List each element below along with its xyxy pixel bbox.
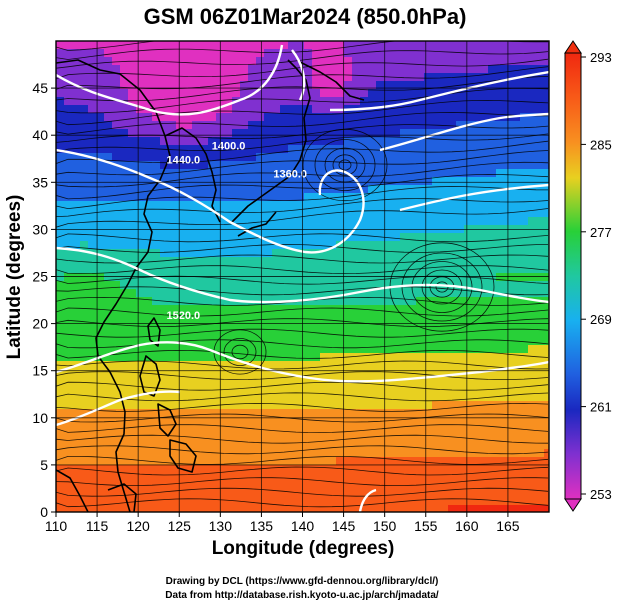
colorbar-tick-label: 261 [590,400,612,415]
map-plot-area: 1440.0 1400.0 1360.0 1520.0 [56,41,549,512]
x-tick-label: 135 [250,518,274,534]
x-tick-label: 165 [496,518,520,534]
x-tick-label: 160 [455,518,479,534]
x-tick-label: 155 [414,518,438,534]
y-tick-label: 40 [32,127,48,143]
y-tick-label: 20 [32,316,48,332]
x-tick-label: 115 [86,518,109,534]
y-tick-label: 25 [32,269,48,285]
x-tick-label: 145 [332,518,356,534]
longitude-ticks: 110 115 120 125 130 135 140 145 150 155 160 165 [45,512,520,534]
colorbar-bottom-arrow [564,498,582,512]
contour-label: 1520.0 [167,310,201,322]
colorbar-tick-label: 293 [590,50,612,65]
colorbar: 293 285 277 269 261 253 [564,40,612,512]
x-tick-label: 130 [209,518,233,534]
lat-lon-grid [56,41,549,512]
y-tick-label: 5 [40,457,48,473]
colorbar-tick-label: 269 [590,312,612,327]
y-tick-label: 10 [32,410,48,426]
y-tick-label: 30 [32,221,48,237]
y-tick-label: 35 [32,174,48,190]
contour-label: 1400.0 [212,140,246,152]
figure-title: GSM 06Z01Mar2024 (850.0hPa) [144,4,467,29]
y-tick-label: 0 [40,504,48,520]
y-axis-label: Latitude (degrees) [4,195,25,360]
x-axis-label: Longitude (degrees) [212,538,395,559]
x-tick-label: 140 [291,518,315,534]
latitude-ticks: 0 5 10 15 20 25 30 35 40 45 [32,80,56,520]
colorbar-tick-label: 285 [590,137,612,152]
colorbar-top-arrow [564,40,582,54]
colorbar-tick-label: 253 [590,487,612,502]
colorbar-ticks: 293 285 277 269 261 253 [581,50,612,502]
contour-label: 1440.0 [167,154,201,166]
x-tick-label: 110 [45,518,68,534]
x-tick-label: 150 [373,518,397,534]
x-tick-label: 120 [126,518,150,534]
credit-data: Data from http://database.rish.kyoto-u.a… [165,590,439,601]
x-tick-label: 125 [168,518,192,534]
colorbar-tick-label: 277 [590,225,612,240]
y-tick-label: 15 [32,363,48,379]
colorbar-body [564,52,582,500]
credit-drawing: Drawing by DCL (https://www.gfd-dennou.o… [166,576,439,587]
contour-label: 1360.0 [273,169,307,181]
y-tick-label: 45 [32,80,48,96]
